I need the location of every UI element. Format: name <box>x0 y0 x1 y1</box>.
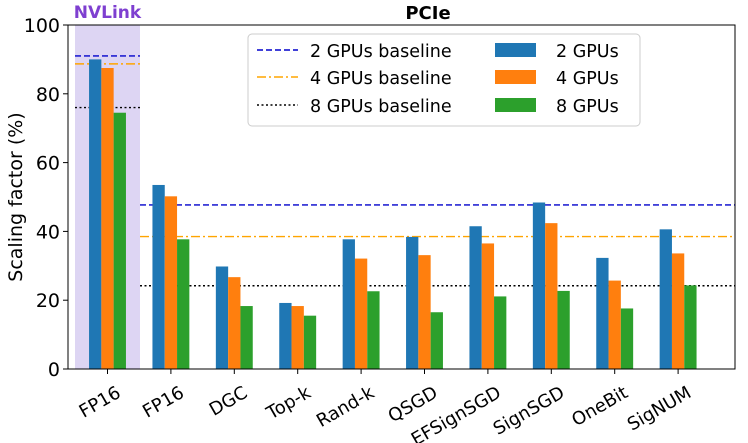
nvlink-label: NVLink <box>74 3 142 23</box>
bar-8-gpus-4 <box>367 291 380 369</box>
bar-4-gpus-7 <box>545 223 558 369</box>
bar-2-gpus-1 <box>152 184 165 369</box>
legend: 2 GPUs baseline 4 GPUs baseline 8 GPUs bas… <box>247 33 641 127</box>
x-tick-label: Rand-k <box>313 382 378 432</box>
y-tick-label: 0 <box>48 359 60 381</box>
bar-4-gpus-5 <box>418 255 431 369</box>
bar-4-gpus-1 <box>164 196 178 369</box>
bar-4-gpus-6 <box>481 243 495 369</box>
legend-label: 4 GPUs <box>556 69 619 89</box>
bar-8-gpus-8 <box>620 308 634 369</box>
bar-4-gpus-4 <box>354 258 368 369</box>
y-tick-label: 60 <box>36 153 60 175</box>
bar-8-gpus-5 <box>430 312 443 369</box>
bar-2-gpus-8 <box>596 257 609 369</box>
x-tick-label: SignSGD <box>490 382 568 439</box>
bar-8-gpus-9 <box>684 285 697 369</box>
bar-2-gpus-4 <box>342 239 355 369</box>
y-axis-label: Scaling factor (%) <box>5 112 27 281</box>
y-axis: 0 20 40 60 80 100 <box>24 15 68 381</box>
bar-2-gpus-9 <box>659 229 672 369</box>
legend-box <box>247 33 641 127</box>
legend-label: 4 GPUs baseline <box>310 69 452 89</box>
bar-4-gpus-0 <box>101 68 114 369</box>
legend-label: 8 GPUs <box>556 97 619 117</box>
x-tick-label: FP16 <box>139 382 188 422</box>
legend-swatch-2 <box>495 98 536 112</box>
bar-2-gpus-6 <box>469 226 482 369</box>
bar-8-gpus-0 <box>113 112 126 369</box>
legend-label: 2 GPUs baseline <box>310 42 452 62</box>
x-tick-label: OneBit <box>568 382 631 431</box>
bar-2-gpus-2 <box>215 266 229 369</box>
bar-8-gpus-2 <box>240 306 253 369</box>
bar-4-gpus-9 <box>671 253 685 369</box>
bar-4-gpus-3 <box>291 306 304 369</box>
bar-8-gpus-3 <box>303 315 317 369</box>
bar-4-gpus-2 <box>228 277 241 369</box>
bar-4-gpus-8 <box>608 280 621 369</box>
bar-2-gpus-0 <box>89 59 102 370</box>
x-tick-label: DGC <box>206 382 251 420</box>
bar-8-gpus-6 <box>494 296 507 369</box>
plot-frame <box>67 24 736 370</box>
x-tick-label: SigNUM <box>624 382 695 435</box>
bar-8-gpus-1 <box>177 239 190 369</box>
bar-8-gpus-7 <box>557 290 570 369</box>
x-tick-label: FP16 <box>76 382 125 422</box>
legend-label: 8 GPUs baseline <box>310 97 452 117</box>
legend-swatch-1 <box>495 70 536 84</box>
y-tick-label: 40 <box>36 221 60 243</box>
legend-label: 2 GPUs <box>556 42 619 62</box>
x-tick-label: Top-k <box>262 382 315 425</box>
chart-title: PCIe <box>405 3 450 24</box>
y-tick-label: 100 <box>24 15 60 37</box>
bar-series <box>89 59 697 370</box>
bar-2-gpus-5 <box>406 236 419 369</box>
y-tick-label: 20 <box>36 290 60 312</box>
legend-swatch-0 <box>495 43 536 57</box>
bar-2-gpus-7 <box>532 202 546 369</box>
y-tick-label: 80 <box>36 84 60 106</box>
bar-2-gpus-3 <box>279 302 292 369</box>
